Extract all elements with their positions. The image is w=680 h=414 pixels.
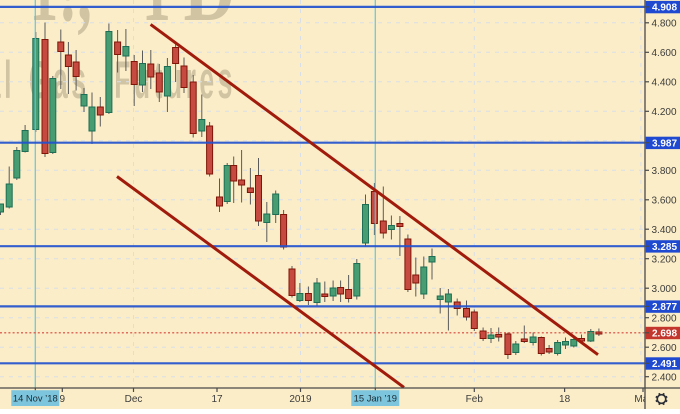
svg-text:2019: 2019: [289, 394, 312, 405]
svg-text:14 Nov ’18: 14 Nov ’18: [13, 393, 58, 404]
svg-text:4.400: 4.400: [652, 77, 677, 88]
svg-text:3.200: 3.200: [652, 254, 677, 265]
svg-text:15 Jan ’19: 15 Jan ’19: [354, 393, 397, 404]
svg-text:4.600: 4.600: [652, 48, 677, 59]
svg-text:2.800: 2.800: [652, 313, 677, 324]
svg-text:3.987: 3.987: [652, 139, 677, 150]
svg-text:2.877: 2.877: [652, 302, 677, 313]
svg-text:Natural: Natural: [0, 50, 15, 109]
svg-text:3.800: 3.800: [652, 166, 677, 177]
svg-text:3.600: 3.600: [652, 195, 677, 206]
svg-text:9: 9: [60, 394, 66, 405]
svg-text:Mar: Mar: [634, 394, 652, 405]
svg-text:Feb: Feb: [466, 394, 484, 405]
svg-text:18: 18: [559, 394, 571, 405]
svg-text:3.400: 3.400: [652, 225, 677, 236]
svg-text:2.698: 2.698: [652, 329, 677, 340]
svg-text:2.491: 2.491: [652, 359, 677, 370]
svg-text:4.908: 4.908: [652, 3, 677, 14]
svg-text:3.285: 3.285: [652, 242, 677, 253]
svg-text:2.600: 2.600: [652, 343, 677, 354]
svg-text:2.400: 2.400: [652, 372, 677, 383]
svg-text:4.800: 4.800: [652, 18, 677, 29]
svg-text:4.200: 4.200: [652, 107, 677, 118]
svg-text:17: 17: [211, 394, 223, 405]
svg-text:Dec: Dec: [125, 394, 143, 405]
svg-text:3.000: 3.000: [652, 284, 677, 295]
